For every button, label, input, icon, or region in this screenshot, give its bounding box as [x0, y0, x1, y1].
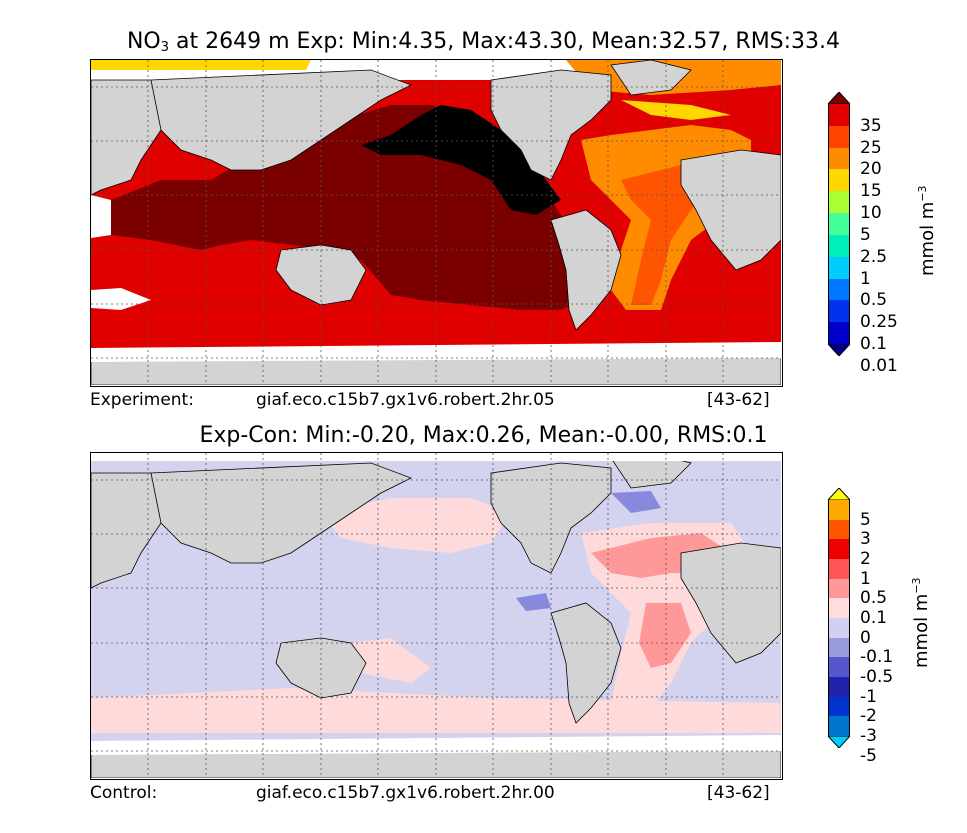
top-map-svg [91, 60, 781, 385]
colorbar-segment [828, 278, 850, 301]
colorbar-segment [828, 234, 850, 258]
colorbar-segment [828, 300, 850, 323]
top-panel-title: NO3 at 2649 m Exp: Min:4.35, Max:43.30, … [126, 29, 841, 55]
colorbar-segment [828, 519, 850, 540]
colorbar-tick-label: 10 [860, 203, 882, 224]
colorbar-tick-label: -2 [860, 706, 877, 727]
colorbar-segment [828, 104, 850, 127]
map-gridlines [91, 453, 781, 778]
colorbar-segment [828, 256, 850, 280]
colorbar-extend-min [828, 736, 850, 748]
colorbar-segment [828, 657, 850, 678]
colorbar-segment [828, 125, 850, 149]
colorbar-extend-max [828, 92, 850, 104]
colorbar-tick-label: 0.1 [860, 334, 888, 354]
arctic-top-band [91, 60, 311, 70]
top-caption-center: giaf.eco.c15b7.gx1v6.robert.2hr.05 [256, 390, 555, 410]
colorbar-segment [828, 598, 850, 619]
colorbar-segment [828, 169, 850, 192]
north-pacific-max [361, 105, 561, 215]
top-caption-right: [43-62] [707, 390, 770, 410]
colorbar-tick-label: -3 [860, 726, 877, 746]
colorbar-tick-label: -0.5 [860, 667, 894, 687]
bottom-panel-title: Exp-Con: Min:-0.20, Max:0.26, Mean:-0.00… [199, 423, 768, 448]
colorbar-tick-label: 0.25 [860, 312, 898, 333]
colorbar-tick-label: 35 [860, 115, 882, 136]
colorbar-tick-label: 2 [860, 549, 871, 569]
negative-mid-regions [516, 491, 661, 611]
colorbar-segment [828, 716, 850, 737]
colorbar-tick-label: 0.5 [860, 290, 888, 311]
colorbar-segment [828, 322, 850, 345]
colorbar-segment [828, 191, 850, 214]
colorbar-tick-label: 0 [860, 627, 871, 648]
top-caption-left: Experiment: [90, 390, 194, 410]
colorbar-segment [828, 559, 850, 580]
colorbar-tick-label: 0.1 [860, 608, 888, 628]
colorbar-tick-label: 2.5 [860, 246, 888, 267]
bottom-caption-left: Control: [90, 783, 158, 803]
colorbar-tick-label: 25 [860, 137, 882, 158]
colorbar-tick-label: 5 [860, 224, 871, 245]
colorbar-segment [828, 696, 850, 717]
colorbar-extend-max [828, 488, 850, 500]
top-colorbar [828, 92, 850, 356]
colorbar-tick-label: 5 [860, 509, 871, 530]
top-map [90, 59, 783, 387]
colorbar-segment [828, 147, 850, 170]
colorbar-segment [828, 500, 850, 521]
colorbar-segment [828, 539, 850, 560]
colorbar-tick-label: -5 [860, 745, 877, 766]
colorbar-segment [828, 677, 850, 698]
colorbar-segment [828, 618, 850, 639]
colorbar-segment [828, 637, 850, 658]
colorbar-tick-label: 1 [860, 268, 871, 289]
colorbar-tick-label: -0.1 [860, 647, 894, 668]
colorbar-tick-label: 3 [860, 529, 871, 550]
bottom-colorbar-units: mmol m−3 [910, 577, 932, 668]
colorbar-tick-label: 1 [860, 568, 871, 589]
map-gridlines [91, 60, 781, 385]
bottom-map [90, 452, 783, 780]
bottom-caption-center: giaf.eco.c15b7.gx1v6.robert.2hr.00 [256, 783, 555, 803]
colorbar-segment [828, 578, 850, 599]
colorbar-segment [828, 213, 850, 236]
bottom-colorbar [828, 488, 850, 748]
bottom-caption-right: [43-62] [707, 783, 770, 803]
colorbar-tick-label: -1 [860, 686, 877, 707]
colorbar-tick-label: 0.5 [860, 588, 888, 609]
top-colorbar-units: mmol m−3 [916, 185, 938, 276]
bottom-map-svg [91, 453, 781, 778]
colorbar-tick-label: 15 [860, 181, 882, 202]
colorbar-tick-label: 0.01 [860, 355, 898, 376]
colorbar-extend-min [828, 344, 850, 356]
colorbar-tick-label: 20 [860, 159, 882, 180]
